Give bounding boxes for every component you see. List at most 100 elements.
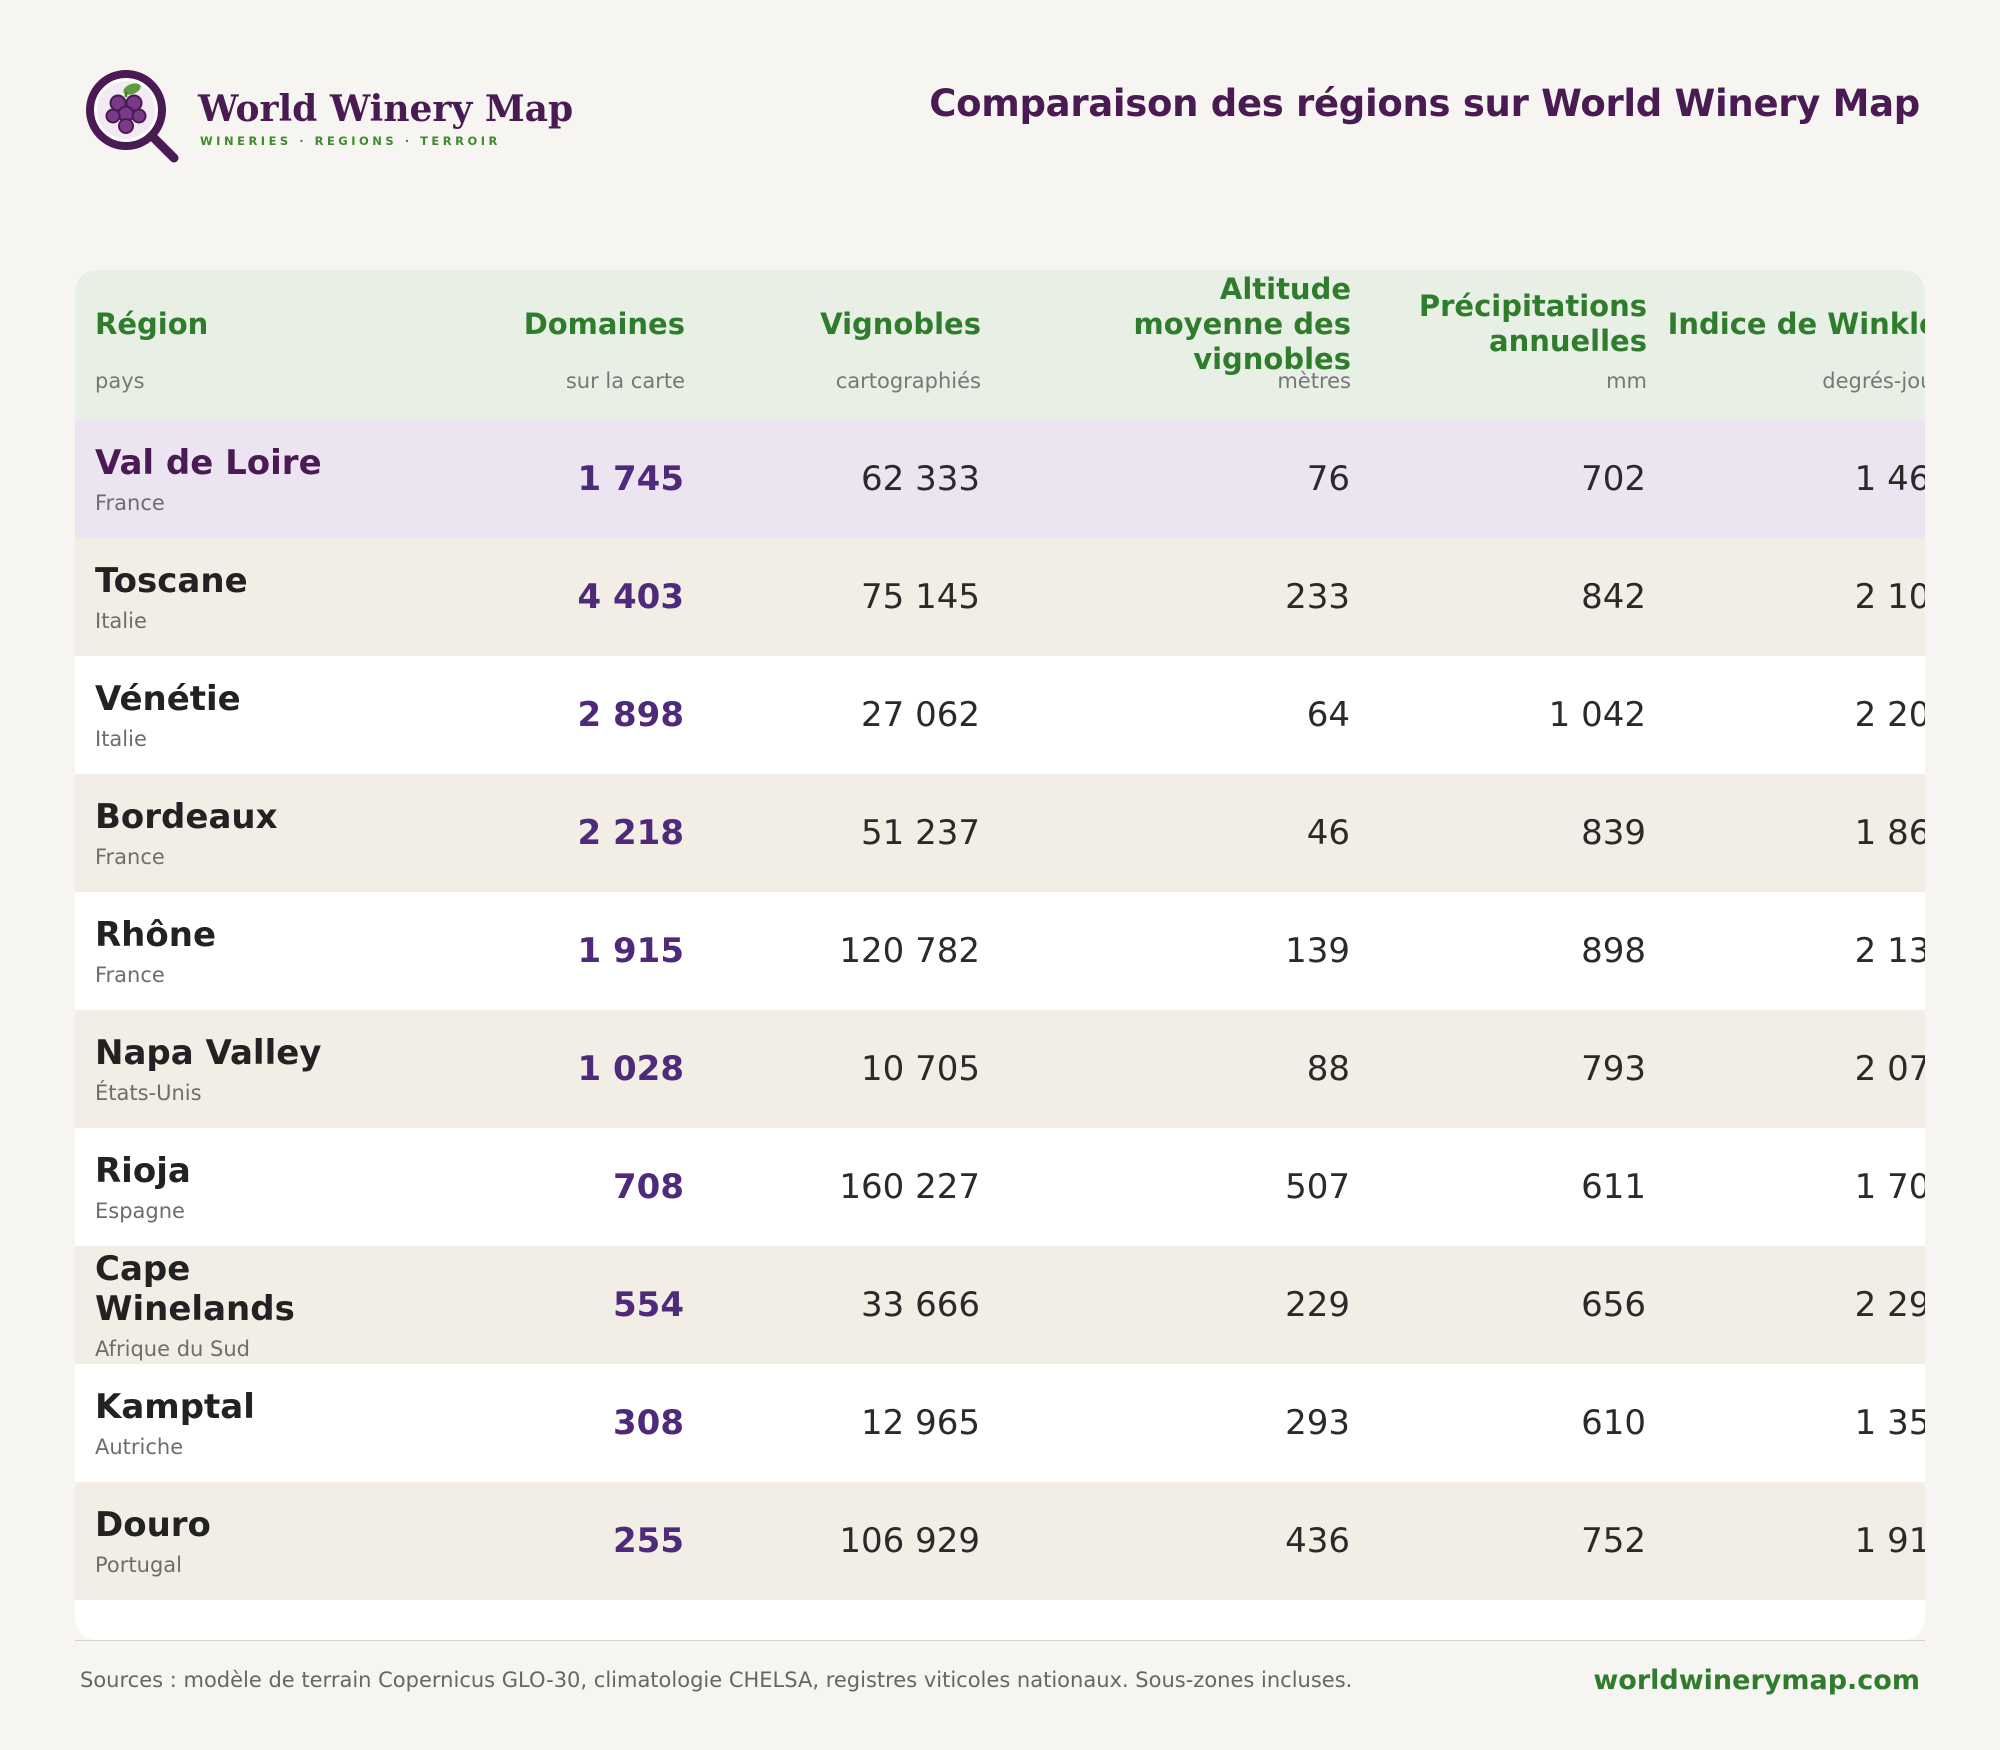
precipitations-cell: 898 (1581, 931, 1646, 971)
column-header-winkler[interactable]: Indice de Winkler degrés-jours (1647, 270, 1925, 420)
vignobles-cell: 33 666 (861, 1285, 980, 1325)
altitude-cell: 46 (1306, 813, 1350, 853)
precipitations-cell: 842 (1581, 577, 1646, 617)
altitude-cell: 293 (1285, 1403, 1350, 1443)
domaines-cell: 4 403 (577, 577, 684, 617)
precipitations-cell: 702 (1581, 459, 1646, 499)
region-country: États-Unis (95, 1081, 202, 1105)
region-country: Espagne (95, 1199, 185, 1223)
brand-tagline: WINERIES · REGIONS · TERROIR (200, 134, 501, 148)
column-sublabel: cartographiés (835, 369, 981, 393)
vignobles-cell: 106 929 (839, 1521, 980, 1561)
column-header-precipitations[interactable]: Précipitations annuelles mm (1351, 270, 1647, 420)
table-row[interactable]: Toscane Italie 4 403 75 145 233 842 2 109 (75, 538, 1925, 656)
region-name: Rioja (95, 1151, 191, 1191)
region-country: Portugal (95, 1553, 182, 1577)
region-cell: Cape Winelands Afrique du Sud (75, 1246, 383, 1364)
footer-divider (75, 1640, 1925, 1641)
precipitations-cell: 611 (1581, 1167, 1646, 1207)
column-sublabel: pays (95, 369, 145, 393)
comparison-table: Région pays Domaines sur la carte Vignob… (75, 270, 1925, 1600)
region-cell: Val de Loire France (75, 420, 383, 538)
vignobles-cell: 27 062 (861, 695, 980, 735)
region-cell: Douro Portugal (75, 1482, 383, 1600)
winkler-cell: 1 708 (1854, 1167, 1925, 1207)
region-name: Val de Loire (95, 443, 322, 483)
altitude-cell: 88 (1306, 1049, 1350, 1089)
precipitations-cell: 752 (1581, 1521, 1646, 1561)
precipitations-cell: 1 042 (1548, 695, 1646, 735)
region-name: Bordeaux (95, 797, 278, 837)
winkler-cell: 2 299 (1854, 1285, 1925, 1325)
page-title: Comparaison des régions sur World Winery… (929, 82, 1920, 125)
altitude-cell: 139 (1285, 931, 1350, 971)
vignobles-cell: 62 333 (861, 459, 980, 499)
domaines-cell: 308 (613, 1403, 684, 1443)
region-cell: Napa Valley États-Unis (75, 1010, 383, 1128)
site-link[interactable]: worldwinerymap.com (1593, 1665, 1920, 1696)
sources-note: Sources : modèle de terrain Copernicus G… (80, 1668, 1353, 1692)
table-row[interactable]: Val de Loire France 1 745 62 333 76 702 1 463 (75, 420, 1925, 538)
table-row[interactable]: Kamptal Autriche 308 12 965 293 610 1 358 (75, 1364, 1925, 1482)
column-sublabel: sur la carte (565, 369, 685, 393)
winkler-cell: 1 463 (1854, 459, 1925, 499)
vignobles-cell: 51 237 (861, 813, 980, 853)
region-cell: Rioja Espagne (75, 1128, 383, 1246)
region-name: Vénétie (95, 679, 241, 719)
region-country: France (95, 845, 165, 869)
region-country: Italie (95, 609, 147, 633)
region-name: Toscane (95, 561, 248, 601)
magnifier-grape-icon (86, 70, 179, 163)
region-country: France (95, 963, 165, 987)
winkler-cell: 1 861 (1854, 813, 1925, 853)
domaines-cell: 1 915 (577, 931, 684, 971)
logo[interactable]: World Winery Map WINERIES · REGIONS · TE… (86, 70, 606, 170)
altitude-cell: 64 (1306, 695, 1350, 735)
precipitations-cell: 656 (1581, 1285, 1646, 1325)
region-name: Napa Valley (95, 1033, 322, 1073)
table-row[interactable]: Douro Portugal 255 106 929 436 752 1 918 (75, 1482, 1925, 1600)
table-row[interactable]: Rhône France 1 915 120 782 139 898 2 131 (75, 892, 1925, 1010)
column-sublabel: mètres (1277, 369, 1351, 393)
altitude-cell: 507 (1285, 1167, 1350, 1207)
region-name: Rhône (95, 915, 217, 955)
domaines-cell: 2 898 (577, 695, 684, 735)
region-country: Afrique du Sud (95, 1337, 250, 1361)
precipitations-cell: 793 (1581, 1049, 1646, 1089)
table-row[interactable]: Rioja Espagne 708 160 227 507 611 1 708 (75, 1128, 1925, 1246)
table-header-row: Région pays Domaines sur la carte Vignob… (75, 270, 1925, 420)
winkler-cell: 1 918 (1854, 1521, 1925, 1561)
domaines-cell: 2 218 (577, 813, 684, 853)
winkler-cell: 1 358 (1854, 1403, 1925, 1443)
table-row[interactable]: Bordeaux France 2 218 51 237 46 839 1 861 (75, 774, 1925, 892)
region-cell: Vénétie Italie (75, 656, 383, 774)
winkler-cell: 2 109 (1854, 577, 1925, 617)
region-country: France (95, 491, 165, 515)
region-cell: Toscane Italie (75, 538, 383, 656)
altitude-cell: 76 (1306, 459, 1350, 499)
column-sublabel: degrés-jours (1822, 369, 1925, 393)
column-label: Altitude moyenne des vignobles (1133, 271, 1351, 376)
column-header-region[interactable]: Région pays (75, 270, 383, 420)
comparison-table-card: Région pays Domaines sur la carte Vignob… (75, 270, 1925, 1640)
domaines-cell: 1 028 (577, 1049, 684, 1089)
region-name: Douro (95, 1505, 211, 1545)
precipitations-cell: 610 (1581, 1403, 1646, 1443)
winkler-cell: 2 131 (1854, 931, 1925, 971)
table-row[interactable]: Vénétie Italie 2 898 27 062 64 1 042 2 200 (75, 656, 1925, 774)
winkler-cell: 2 200 (1854, 695, 1925, 735)
vignobles-cell: 12 965 (861, 1403, 980, 1443)
column-header-domaines[interactable]: Domaines sur la carte (383, 270, 685, 420)
table-row[interactable]: Cape Winelands Afrique du Sud 554 33 666 229… (75, 1246, 1925, 1364)
column-sublabel: mm (1606, 369, 1647, 393)
vignobles-cell: 75 145 (861, 577, 980, 617)
table-row[interactable]: Napa Valley États-Unis 1 028 10 705 88 793 2 0… (75, 1010, 1925, 1128)
region-cell: Rhône France (75, 892, 383, 1010)
altitude-cell: 233 (1285, 577, 1350, 617)
winkler-cell: 2 076 (1854, 1049, 1925, 1089)
vignobles-cell: 10 705 (861, 1049, 980, 1089)
column-header-altitude[interactable]: Altitude moyenne des vignobles mètres (981, 270, 1351, 420)
vignobles-cell: 160 227 (839, 1167, 980, 1207)
column-header-vignobles[interactable]: Vignobles cartographiés (685, 270, 981, 420)
domaines-cell: 1 745 (577, 459, 684, 499)
